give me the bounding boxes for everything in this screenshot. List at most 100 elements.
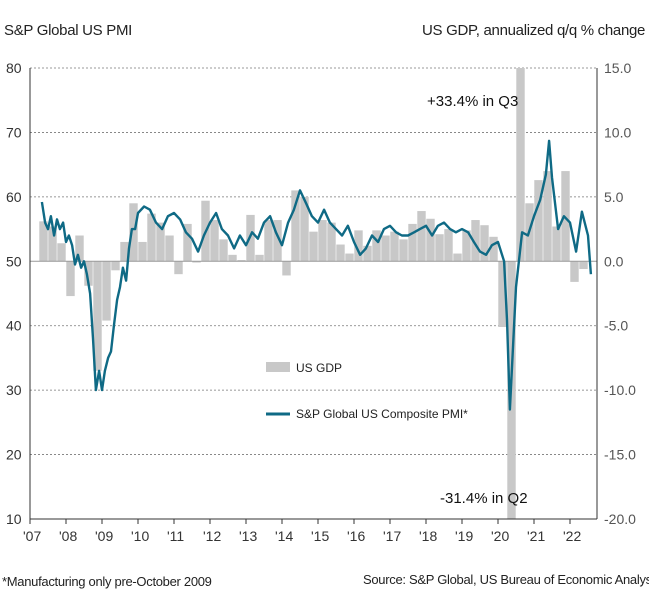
gdp-bar-2009Q4 [129,203,138,262]
x-tick-label: '09 [95,528,113,544]
gdp-bar-2007Q2 [39,221,48,262]
gdp-bar-2016Q4 [381,235,390,262]
gdp-bar-2008Q2 [75,235,84,262]
legend-label-gdp: US GDP [296,361,342,375]
left-axis-title: S&P Global US PMI [4,22,133,39]
legend-swatch-gdp [266,362,290,372]
gdp-bar-2021Q3 [552,226,561,262]
gdp-bar-2021Q1 [534,180,543,262]
right-tick-label: -5.0 [604,318,628,334]
x-tick-label: '19 [455,528,473,544]
x-tick-label: '22 [563,528,581,544]
gdp-bar-2011Q3 [192,261,201,263]
x-tick-label: '17 [383,528,401,544]
gdp-bar-2011Q2 [183,223,192,262]
gdp-bar-2014Q3 [300,196,309,262]
gdp-bar-2008Q3 [84,261,93,286]
x-tick-label: '16 [347,528,365,544]
left-tick-label: 40 [6,318,22,334]
right-tick-label: 0.0 [604,253,624,269]
right-tick-label: 15.0 [604,60,631,76]
right-axis-title: US GDP, annualized q/q % change [422,22,646,39]
gdp-bar-2019Q4 [489,236,498,262]
x-tick-label: '10 [131,528,149,544]
gdp-bar-2012Q2 [219,239,228,262]
right-tick-label: -10.0 [604,382,636,398]
gdp-bar-2009Q1 [102,261,111,321]
gdp-bar-2017Q1 [390,231,399,262]
right-tick-label: -15.0 [604,447,636,463]
x-tick-label: '18 [419,528,437,544]
footnote: *Manufacturing only pre-October 2009 [2,574,212,589]
axes: 10 20 30 40 50 60 70 80 -20.0 -15.0 -10.0 -5.0 0.0 5.… [6,60,636,544]
gdp-bar-2015Q1 [318,220,327,262]
gdp-bar-2014Q1 [282,261,291,276]
x-tick-label: '08 [59,528,77,544]
gdp-bar-2018Q4 [453,253,462,262]
left-tick-label: 60 [6,189,22,205]
gdp-bar-2015Q3 [336,244,345,262]
gdp-bar-2013Q2 [255,254,264,262]
gdp-bar-2018Q3 [444,229,453,262]
gdp-bar-2016Q3 [372,230,381,262]
legend: US GDP S&P Global US Composite PMI* [266,361,468,421]
gdp-bar-2007Q3 [48,226,57,262]
gdp-bar-2019Q3 [480,225,489,262]
gdp-bar-2009Q2 [111,261,120,271]
x-tick-label: '20 [491,528,509,544]
pmi-line-group [40,139,593,411]
gdp-bar-2022Q1 [570,261,579,282]
gdp-bar-2010Q3 [156,222,165,262]
gdp-bar-2014Q4 [309,231,318,262]
gdp-bar-2019Q1 [462,230,471,262]
gdp-bar-2020Q3 [516,68,525,262]
annotation-q3: +33.4% in Q3 [427,93,518,110]
gdp-bar-2012Q3 [228,254,237,262]
left-tick-label: 80 [6,60,22,76]
gdp-bar-2010Q4 [165,235,174,262]
gdp-bar-2014Q2 [291,190,300,262]
x-tick-label: '21 [527,528,545,544]
x-tick-label: '11 [167,528,184,544]
left-tick-label: 30 [6,382,22,398]
left-tick-label: 20 [6,447,22,463]
gdp-bar-2012Q4 [237,259,246,262]
left-tick-label: 10 [6,511,22,527]
gdp-bar-2015Q2 [327,222,336,262]
x-tick-label: '13 [239,528,257,544]
annotations: +33.4% in Q3 -31.4% in Q2 [427,93,528,507]
x-tick-label: '15 [311,528,329,544]
gdp-bar-2021Q2 [543,171,552,262]
gdp-bar-2020Q1 [498,261,507,328]
x-tick-label: '07 [23,528,41,544]
gdp-bar-2018Q2 [435,234,444,262]
gdp-bar-2010Q1 [138,241,147,262]
gdp-bar-2008Q1 [66,261,75,297]
x-tick-label: '12 [203,528,221,544]
gdp-bar-2009Q3 [120,241,129,262]
gdp-bar-2018Q1 [426,218,435,262]
gdp-bar-2015Q4 [345,253,354,262]
gdp-bar-2008Q4 [93,261,102,371]
left-tick-label: 70 [6,124,22,140]
pmi-line [40,139,593,411]
annotation-q2: -31.4% in Q2 [440,490,528,507]
right-tick-label: 5.0 [604,189,624,205]
gdp-bar-2022Q2 [579,261,588,270]
gdp-bar-2016Q1 [354,230,363,262]
right-tick-label: -20.0 [604,511,636,527]
legend-label-pmi: S&P Global US Composite PMI* [296,407,468,421]
gdp-bar-2012Q1 [210,220,219,262]
gdp-bar-2017Q3 [408,223,417,262]
gdp-bar-2013Q4 [273,220,282,262]
gdp-bar-2010Q2 [147,213,156,262]
x-tick-label: '14 [275,528,293,544]
source-note: Source: S&P Global, US Bureau of Economi… [363,572,649,587]
gdp-bar-2007Q4 [57,243,66,262]
gdp-bar-2017Q4 [417,211,426,262]
right-tick-label: 10.0 [604,124,631,140]
gdp-bar-2017Q2 [399,239,408,262]
gdp-bar-2019Q2 [471,220,480,262]
left-tick-label: 50 [6,253,22,269]
